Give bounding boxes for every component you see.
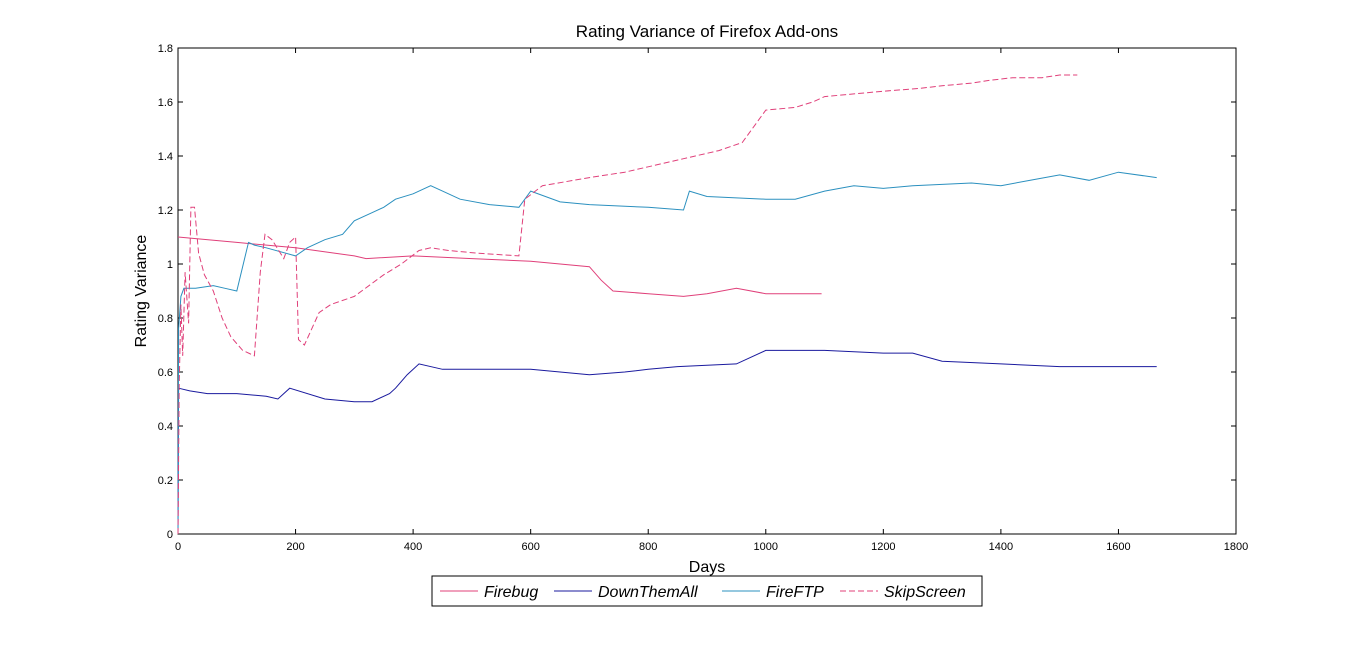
y-tick-label: 0.2 <box>158 475 173 487</box>
legend-label-fireftp: FireFTP <box>766 584 824 601</box>
y-tick-label: 1.4 <box>158 151 173 163</box>
x-tick-label: 200 <box>286 541 304 553</box>
series-line-downthemall <box>177 349 1157 535</box>
legend: Firebug DownThemAll FireFTP SkipScreen <box>431 575 983 607</box>
x-tick-label: 600 <box>521 541 539 553</box>
y-tick-label: 0.6 <box>158 367 173 379</box>
legend-label-skipscreen: SkipScreen <box>884 584 966 601</box>
y-tick-label: 1.2 <box>158 205 173 217</box>
x-tick-label: 1400 <box>989 541 1013 553</box>
axis-ticks: 0 200 400 600 800 1000 1200 1400 1600 1800 0 0.2 0.4… <box>158 43 1249 553</box>
x-tick-label: 1600 <box>1106 541 1130 553</box>
series-line-skipscreen <box>177 74 1078 535</box>
chart-title: Rating Variance of Firefox Add-ons <box>576 22 838 41</box>
y-tick-label: 1.8 <box>158 43 173 55</box>
y-tick-label: 0 <box>167 529 173 541</box>
series-line-firebug <box>177 236 822 297</box>
x-tick-label: 1800 <box>1224 541 1248 553</box>
x-tick-label: 400 <box>404 541 422 553</box>
legend-box <box>431 575 983 607</box>
x-tick-label: 800 <box>639 541 657 553</box>
legend-label-firebug: Firebug <box>484 584 538 601</box>
y-tick-label: 1.6 <box>158 97 173 109</box>
x-axis-label: Days <box>689 559 725 576</box>
y-axis-label: Rating Variance <box>133 235 150 348</box>
plot-area <box>177 47 1237 535</box>
x-tick-label: 0 <box>175 541 181 553</box>
y-tick-label: 1 <box>167 259 173 271</box>
x-tick-label: 1200 <box>871 541 895 553</box>
series-line-fireftp <box>177 171 1157 535</box>
y-tick-label: 0.4 <box>158 421 173 433</box>
x-tick-label: 1000 <box>754 541 778 553</box>
series-lines <box>177 74 1157 535</box>
y-tick-label: 0.8 <box>158 313 173 325</box>
legend-label-downthemall: DownThemAll <box>598 584 698 601</box>
